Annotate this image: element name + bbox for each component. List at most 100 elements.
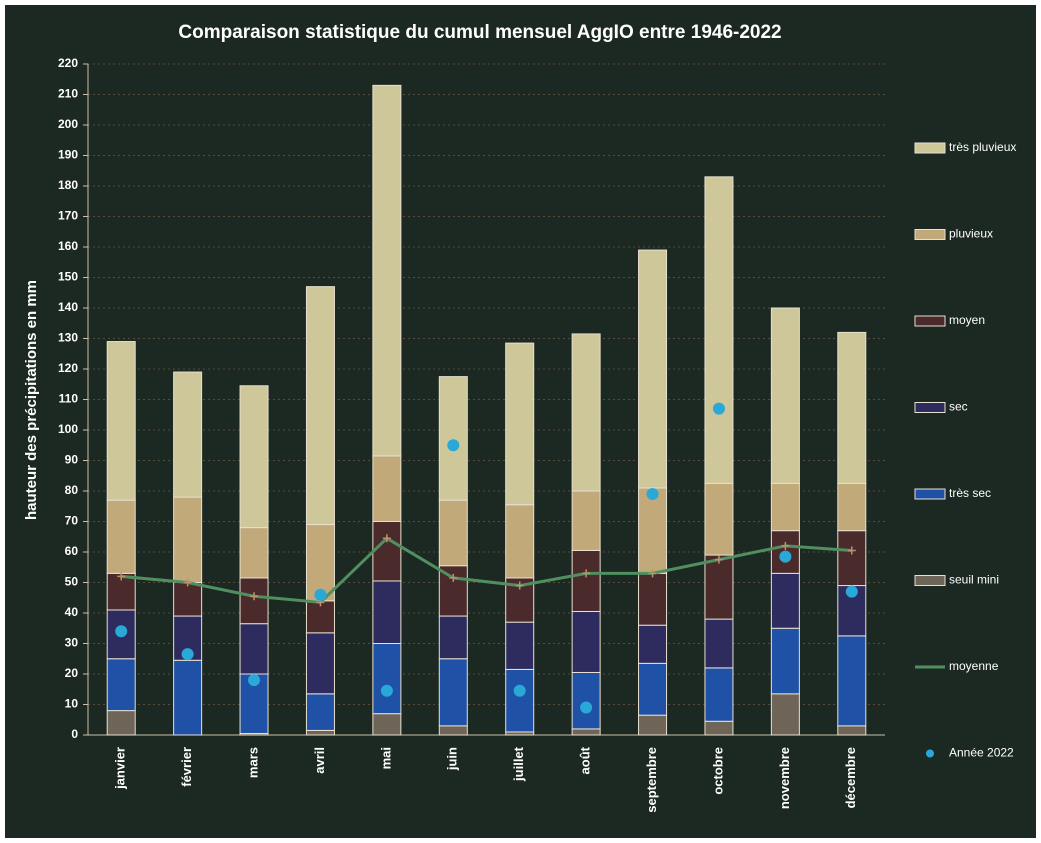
y-tick-label: 160 [58, 239, 78, 253]
bar-segment [173, 659, 203, 736]
line-marker [117, 572, 126, 581]
point [380, 684, 393, 697]
bar-segment [106, 658, 136, 712]
y-tick-label: 120 [58, 361, 78, 375]
bar-segment [372, 713, 402, 736]
y-tick-label: 210 [58, 87, 78, 101]
bar-segment [770, 572, 800, 629]
bar-segment [505, 668, 535, 733]
bar-segment [106, 499, 136, 574]
bar-segment [438, 615, 468, 660]
bar-segment [106, 341, 136, 501]
point [314, 588, 327, 601]
y-tick-label: 0 [71, 727, 78, 741]
bar-segment [770, 693, 800, 736]
x-tick-label: avril [312, 747, 327, 774]
bar-segment [372, 455, 402, 522]
line-marker [648, 569, 657, 578]
bar-segment [438, 376, 468, 501]
line-marker [582, 569, 591, 578]
y-tick-label: 60 [65, 544, 79, 558]
legend-swatch [914, 402, 946, 413]
bar-segment [704, 554, 734, 620]
x-tick-label: décembre [843, 747, 858, 808]
x-tick-label: janvier [113, 747, 128, 790]
y-axis-label: hauteur des précipitations en mm [23, 280, 40, 520]
legend-swatch [914, 315, 946, 327]
y-tick-label: 200 [58, 117, 78, 131]
line-marker [714, 555, 723, 564]
bar-segment [770, 307, 800, 484]
y-tick-label: 80 [65, 483, 79, 497]
line-marker [183, 578, 192, 587]
point [115, 625, 128, 638]
bar-segment [638, 487, 668, 574]
bar-segment [571, 490, 601, 551]
bar-segment [239, 623, 269, 675]
bar-segment [638, 662, 668, 716]
line [121, 536, 852, 604]
bar-segment [837, 725, 867, 736]
x-tick-label: août [578, 746, 593, 774]
y-tick-label: 190 [58, 148, 78, 162]
y-tick-label: 140 [58, 300, 78, 314]
y-tick-label: 150 [58, 270, 78, 284]
x-tick-label: septembre [644, 747, 659, 813]
y-tick-label: 100 [58, 422, 78, 436]
bar-segment [305, 693, 335, 731]
bar-segment [305, 286, 335, 526]
bar-segment [638, 249, 668, 489]
bar-segment [571, 610, 601, 673]
bar-segment [704, 667, 734, 722]
x-tick-label: juillet [511, 746, 526, 782]
point [248, 674, 261, 687]
bar-segment [239, 385, 269, 529]
bar-segment [372, 643, 402, 715]
y-tick-label: 40 [65, 605, 79, 619]
bar-segment [837, 635, 867, 727]
line-marker [515, 581, 524, 590]
y-tick-label: 50 [65, 575, 79, 589]
bar-segment [770, 482, 800, 532]
legend-label: moyenne [949, 659, 999, 673]
bar-segment [770, 530, 800, 574]
x-tick-label: octobre [710, 747, 725, 795]
legend-label: très pluvieux [949, 140, 1016, 154]
legend-label: très sec [949, 486, 991, 500]
legend-swatch [914, 488, 946, 500]
point [779, 550, 792, 563]
y-tick-label: 110 [59, 392, 79, 406]
bar-segment [106, 710, 136, 736]
y-tick-label: 180 [58, 178, 78, 192]
bar-segment [438, 725, 468, 736]
legend-label: moyen [949, 313, 985, 327]
bar-segment [438, 499, 468, 567]
point [181, 648, 194, 661]
legend-label: sec [949, 400, 968, 414]
bar-segment [372, 521, 402, 582]
bar-segment [305, 729, 335, 736]
y-tick-label: 20 [65, 666, 79, 680]
bar-segment [239, 577, 269, 625]
y-tick-label: 70 [65, 514, 79, 528]
bar-segment [638, 624, 668, 664]
bar-segment [239, 527, 269, 579]
bar-segment [638, 572, 668, 626]
bar-segment [372, 84, 402, 457]
line-marker [847, 546, 856, 555]
line-marker [781, 541, 790, 550]
y-tick-label: 130 [58, 331, 78, 345]
bar-segment [704, 482, 734, 556]
point [646, 488, 659, 501]
point [447, 439, 460, 452]
bar-segment [173, 582, 203, 617]
legend-label: seuil mini [949, 573, 999, 587]
legend-swatch [926, 749, 934, 758]
y-tick-label: 220 [58, 56, 78, 70]
bar-segment [173, 496, 203, 584]
y-tick-label: 10 [65, 697, 79, 711]
bar-segment [704, 720, 734, 736]
point [580, 701, 593, 714]
line-marker [382, 534, 391, 543]
